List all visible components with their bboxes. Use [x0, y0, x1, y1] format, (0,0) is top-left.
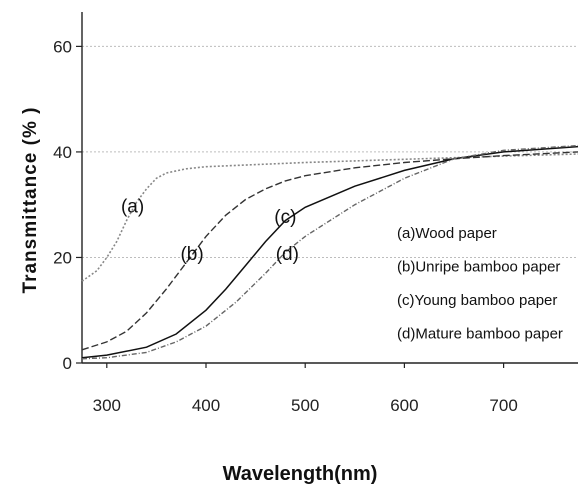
series-line-c — [81, 145, 579, 359]
y-tick-label: 20 — [53, 248, 72, 267]
legend-entry: (c)Young bamboo paper — [397, 292, 557, 309]
curve-label-a: (a) — [121, 197, 144, 218]
y-tick-label: 0 — [63, 354, 72, 373]
curve-label-d: (d) — [276, 244, 299, 265]
legend: (a)Wood paper (b)Unripe bamboo paper (c)Yo… — [397, 225, 563, 343]
legend-entry: (b)Unripe bamboo paper — [397, 259, 560, 276]
y-tick-label: 40 — [53, 143, 72, 162]
y-tick-label: 60 — [53, 37, 72, 56]
curve-label-b: (b) — [180, 244, 203, 265]
axes: 0 20 40 60 300 400 500 600 700 — [53, 12, 578, 415]
x-tick-label: 600 — [390, 396, 418, 415]
legend-entry: (d)Mature bamboo paper — [397, 326, 563, 343]
x-tick-label: 700 — [489, 396, 517, 415]
y-axis-title: Transmittance (% ) — [20, 107, 41, 294]
x-tick-label: 500 — [291, 396, 319, 415]
legend-entry: (a)Wood paper — [397, 225, 497, 242]
x-axis-title: Wavelength(nm) — [223, 463, 378, 485]
x-tick-label: 400 — [192, 396, 220, 415]
series-line-b — [81, 151, 579, 351]
x-tick-label: 300 — [93, 396, 121, 415]
curve-label-c: (c) — [274, 207, 296, 228]
curve-labels: (a) (b) (c) (d) — [121, 197, 299, 265]
series-line-d — [81, 144, 579, 360]
series-lines — [81, 144, 579, 360]
